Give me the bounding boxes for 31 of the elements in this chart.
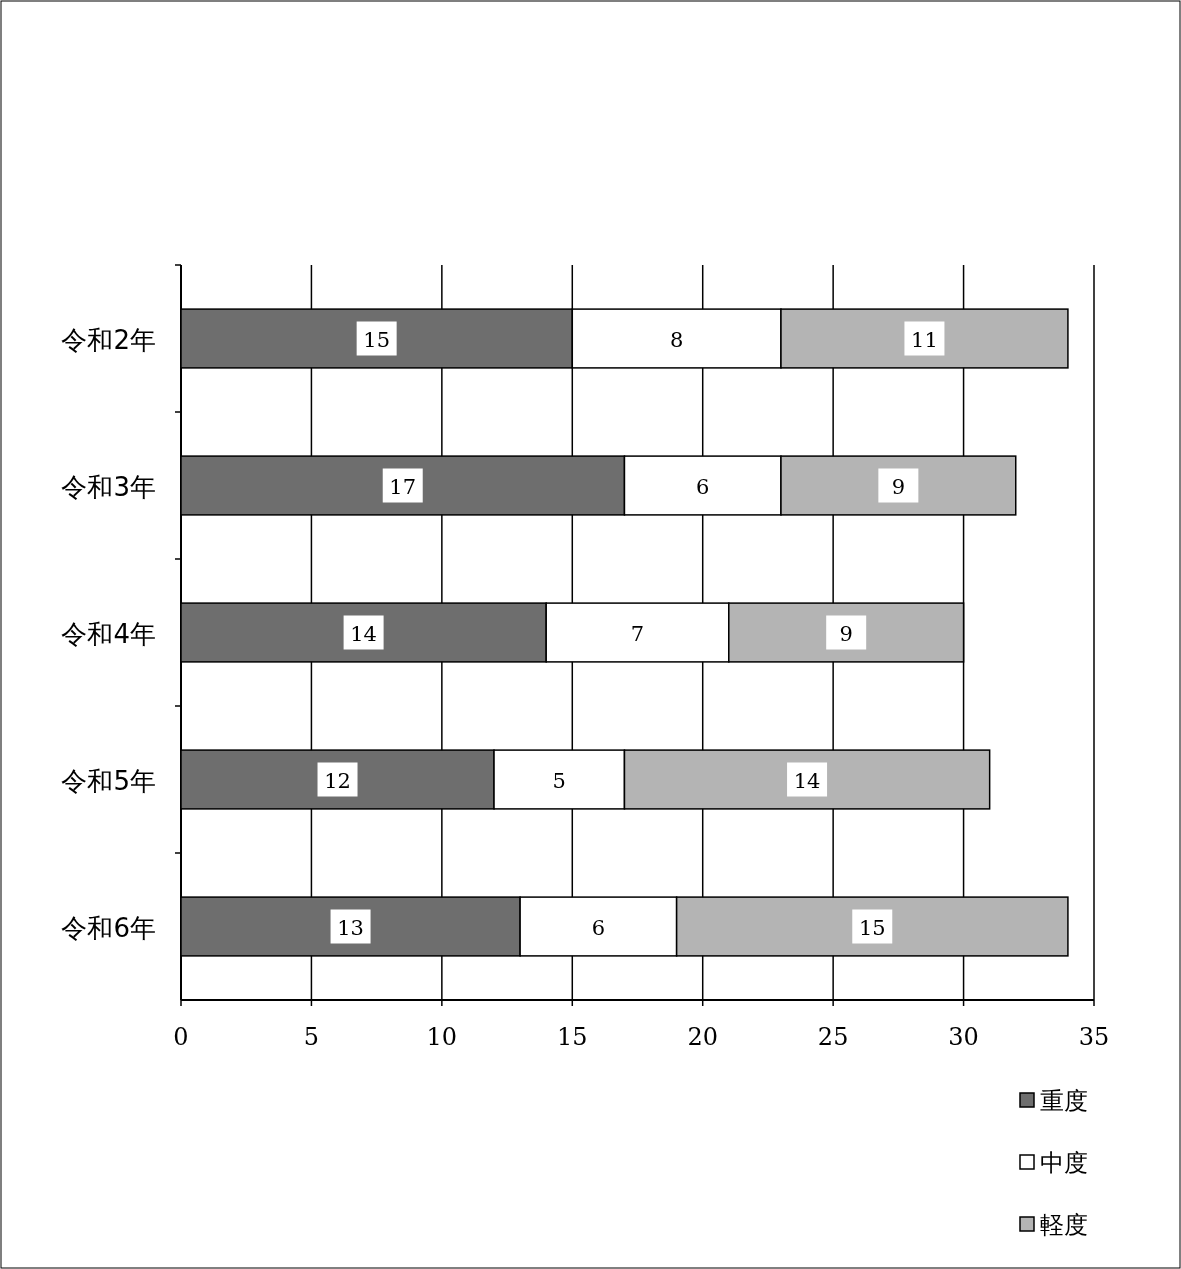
data-label: 14 [793,768,821,793]
data-label: 17 [389,474,417,499]
y-tick-label: 令和3年 [61,471,156,502]
data-label: 15 [363,327,391,352]
data-label: 6 [591,915,606,940]
x-tick-label: 0 [173,1023,189,1051]
x-tick-label: 10 [426,1023,458,1051]
x-tick-label: 25 [817,1023,849,1051]
legend-label: 軽度 [1040,1211,1088,1239]
data-label: 14 [350,621,377,646]
data-label: 15 [858,915,886,940]
data-label: 7 [630,621,645,646]
data-label: 11 [911,327,938,352]
data-label: 13 [337,915,364,940]
data-label: 5 [552,768,566,793]
data-label: 8 [669,327,684,352]
legend-label: 中度 [1040,1149,1088,1177]
x-tick-label: 35 [1078,1023,1110,1051]
y-tick-label: 令和4年 [61,618,156,649]
x-tick-label: 5 [303,1023,320,1051]
data-label: 9 [891,474,906,499]
x-tick-label: 30 [948,1023,979,1051]
data-label: 6 [696,474,710,499]
y-tick-label: 令和5年 [61,765,156,796]
x-tick-label: 20 [687,1023,718,1051]
x-tick-label: 15 [557,1023,588,1051]
data-label: 12 [324,768,351,793]
y-tick-label: 令和2年 [61,324,156,355]
y-tick-label: 令和6年 [61,912,156,943]
legend-label: 重度 [1040,1087,1088,1115]
data-label: 9 [839,621,853,646]
